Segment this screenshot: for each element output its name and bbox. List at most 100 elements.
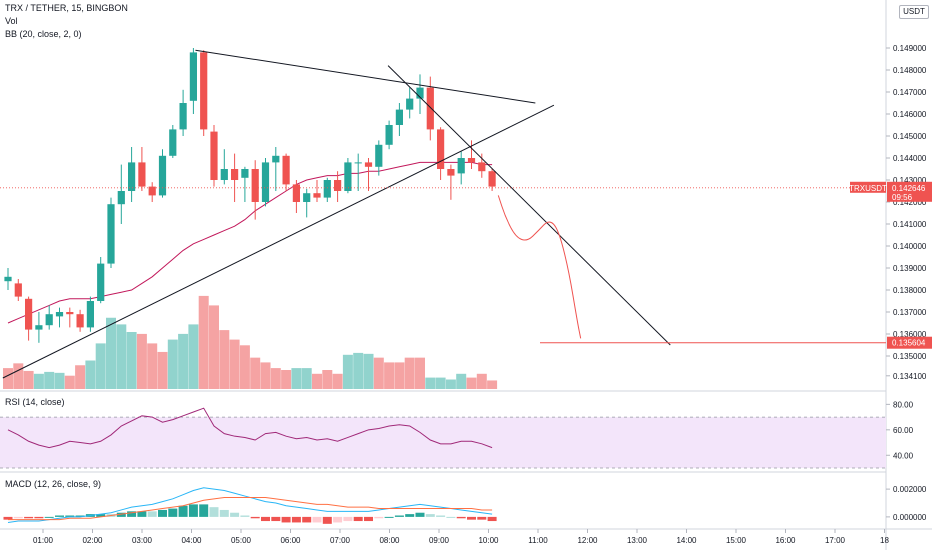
macd-histogram-bar bbox=[425, 514, 435, 517]
time-tick-label: 16:00 bbox=[775, 536, 796, 545]
volume-legend[interactable]: Vol bbox=[5, 16, 18, 26]
bollinger-basis bbox=[7, 161, 493, 324]
time-tick-label: 12:00 bbox=[577, 536, 598, 545]
macd-histogram-bar bbox=[312, 516, 322, 523]
trendline bbox=[2, 104, 555, 379]
time-tick-label: 05:00 bbox=[231, 536, 252, 545]
macd-histogram-bar bbox=[467, 516, 476, 520]
volume-bar bbox=[332, 373, 343, 389]
candle-body bbox=[313, 193, 321, 198]
price-tick-label: 0.136000 bbox=[893, 330, 927, 339]
candle-body bbox=[45, 314, 53, 326]
candle-body bbox=[117, 191, 125, 205]
volume-bar bbox=[353, 352, 364, 389]
candle-body bbox=[406, 98, 414, 110]
time-tick-label: 10:00 bbox=[478, 536, 499, 545]
macd-histogram-bar bbox=[456, 516, 466, 519]
time-tick-label: 03:00 bbox=[132, 536, 153, 545]
macd-histogram-bar bbox=[24, 516, 34, 519]
candle-body bbox=[107, 204, 115, 264]
volume-bar bbox=[404, 357, 415, 389]
bollinger-legend[interactable]: BB (20, close, 2, 0) bbox=[5, 29, 82, 39]
price-tick-label: 0.138000 bbox=[893, 286, 927, 295]
bollinger-basis-line bbox=[7, 161, 493, 324]
volume-bar bbox=[157, 351, 168, 389]
symbol-tag-box bbox=[850, 181, 886, 193]
candle-body bbox=[282, 155, 290, 185]
volume-bar bbox=[64, 375, 75, 389]
volume-bar bbox=[54, 372, 65, 389]
trendline-drawings[interactable] bbox=[0, 49, 886, 379]
candle-body bbox=[158, 155, 167, 196]
time-axis[interactable]: 01:00 02:00 03:00 04:00 05:00 06:00 07:00 08:00… bbox=[33, 529, 890, 545]
candle-body bbox=[416, 87, 424, 99]
volume-bar bbox=[425, 377, 436, 389]
candle-body bbox=[25, 298, 33, 330]
volume-bar bbox=[301, 368, 312, 389]
volume-bar bbox=[44, 371, 55, 389]
macd-histogram-bar bbox=[209, 507, 219, 517]
macd-histogram-bar bbox=[13, 516, 23, 519]
volume-bar bbox=[219, 330, 230, 389]
time-tick-label: 07:00 bbox=[330, 536, 351, 545]
candle-body bbox=[169, 129, 177, 156]
candle-body bbox=[354, 162, 362, 164]
price-tick-label: 0.142000 bbox=[893, 198, 927, 207]
time-tick-label: 14:00 bbox=[676, 536, 697, 545]
target-tag-value: 0.135604 bbox=[892, 339, 926, 348]
candle-body bbox=[437, 129, 445, 169]
volume-bar bbox=[198, 295, 209, 389]
time-tick-label: 04:00 bbox=[181, 536, 202, 545]
volume-bar bbox=[476, 373, 487, 389]
price-tick-label: 0.149000 bbox=[893, 44, 927, 53]
price-tick-label: 0.135000 bbox=[893, 352, 927, 361]
currency-badge[interactable]: USDT bbox=[899, 5, 929, 19]
price-tick-label: 0.147000 bbox=[893, 88, 927, 97]
macd-histogram-bar bbox=[302, 516, 312, 523]
price-tick-label: 0.137000 bbox=[893, 308, 927, 317]
main-pane-background bbox=[0, 0, 886, 390]
time-tick-label: 02:00 bbox=[82, 536, 103, 545]
price-tick-label: 0.140000 bbox=[893, 242, 927, 251]
price-axis[interactable]: 0.149000 0.148000 0.147000 0.146000 0.145000… bbox=[886, 44, 927, 522]
volume-bar bbox=[23, 370, 34, 389]
symbol-title[interactable]: TRX / TETHER, 15, BINGBON bbox=[5, 3, 128, 13]
volume-bar bbox=[85, 360, 96, 389]
volume-bar bbox=[167, 339, 178, 389]
candle-body bbox=[261, 162, 270, 202]
macd-histogram-bar bbox=[55, 515, 64, 517]
candle-body bbox=[385, 125, 393, 145]
candle-body bbox=[35, 325, 43, 330]
volume-bar bbox=[188, 324, 199, 389]
macd-histogram-bar bbox=[415, 512, 425, 517]
rsi-pane bbox=[7, 407, 493, 449]
volume-bar bbox=[487, 380, 498, 389]
candle-body bbox=[292, 184, 300, 202]
candle-body bbox=[66, 312, 74, 315]
macd-histogram-bar bbox=[374, 516, 384, 519]
volume-bar bbox=[106, 317, 116, 389]
price-tag-countdown: 09:56 bbox=[892, 193, 913, 202]
macd-histogram-bar bbox=[3, 516, 13, 520]
price-tick-label: 0.134100 bbox=[893, 372, 927, 381]
time-tick-label: 11:00 bbox=[528, 536, 548, 545]
volume-bar bbox=[281, 370, 292, 389]
macd-histogram-bar bbox=[219, 509, 229, 517]
volume-bar bbox=[435, 377, 446, 389]
time-tick-label: 17:00 bbox=[825, 536, 846, 545]
macd-histogram-bar bbox=[65, 515, 75, 517]
price-tick-label: 0.141000 bbox=[893, 220, 927, 229]
macd-histogram-bar bbox=[116, 512, 126, 517]
time-tick-label: 08:00 bbox=[379, 536, 400, 545]
volume-bar bbox=[147, 343, 158, 389]
macd-legend[interactable]: MACD (12, 26, close, 9) bbox=[5, 479, 102, 489]
macd-tick-label: 0.000000 bbox=[893, 513, 927, 522]
volume-bar bbox=[384, 362, 395, 389]
volume-bar bbox=[291, 368, 302, 389]
candle-body bbox=[210, 131, 218, 180]
macd-histogram-bar bbox=[127, 511, 137, 517]
macd-histogram-bar bbox=[188, 504, 198, 517]
volume-bar bbox=[415, 357, 425, 389]
rsi-legend[interactable]: RSI (14, close) bbox=[5, 397, 65, 407]
